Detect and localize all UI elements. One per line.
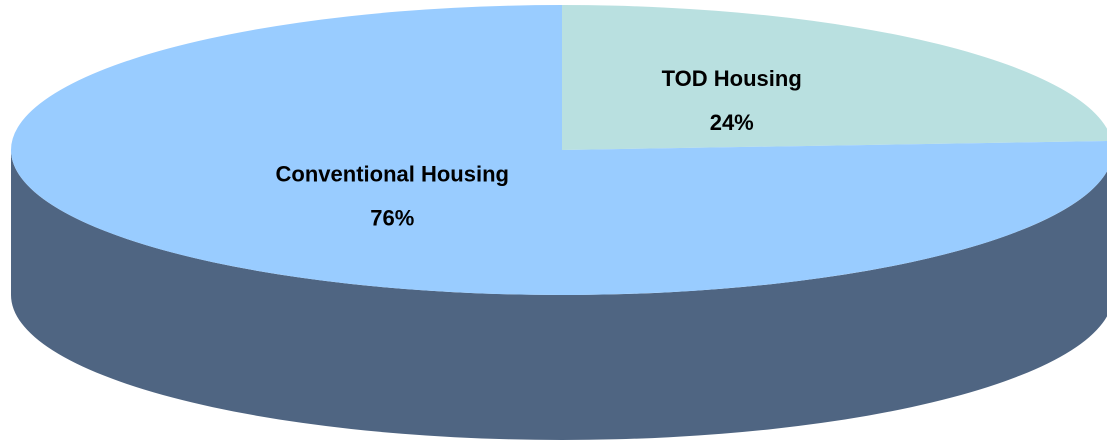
slice-label: Conventional Housing [276,161,509,186]
slice-value-label: 24% [710,110,754,135]
pie-slice [11,5,1107,295]
slice-value-label: 76% [370,205,414,230]
pie-slice [562,5,1107,150]
slice-label: TOD Housing [662,66,802,91]
pie-side [11,150,1107,440]
